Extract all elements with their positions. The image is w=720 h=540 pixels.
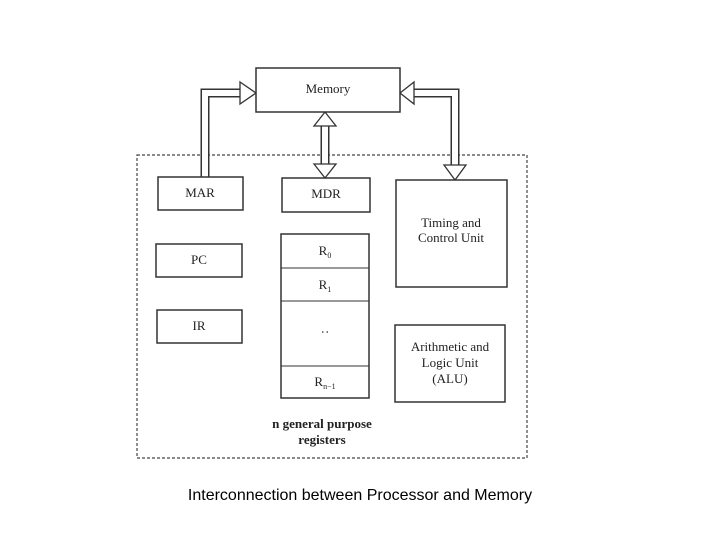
register-subscript: 1 — [327, 285, 331, 294]
alu-box — [394, 324, 506, 403]
pc-box — [155, 243, 243, 278]
register-label: R0 — [319, 243, 332, 260]
register-name: R — [319, 277, 328, 292]
memory-box — [255, 67, 401, 113]
diagram: Memory MAR MDR Timing and Control Unit P… — [136, 67, 528, 459]
alu-label: Logic Unit — [422, 355, 479, 370]
registers-caption: registers — [298, 432, 345, 447]
memory-label: Memory — [306, 81, 351, 96]
registers-caption: n general purpose — [272, 416, 372, 431]
timing-label: Timing and — [421, 215, 481, 230]
timing-box — [395, 179, 508, 288]
register-name: R — [319, 243, 328, 258]
register-name: R — [314, 374, 323, 389]
ir-box — [156, 309, 243, 344]
mdr-label: MDR — [311, 186, 341, 201]
register-label: Rn−1 — [314, 374, 335, 391]
register-label: R1 — [319, 277, 332, 294]
caption: Interconnection between Processor and Me… — [188, 487, 532, 504]
mar-box — [157, 176, 244, 211]
ir-label: IR — [193, 318, 206, 333]
arrows — [200, 80, 468, 182]
timing-label: Control Unit — [418, 230, 484, 245]
mar-label: MAR — [185, 185, 215, 200]
register-file — [280, 233, 370, 399]
mdr-box — [281, 177, 371, 213]
register-subscript: n−1 — [323, 382, 336, 391]
pc-label: PC — [191, 252, 207, 267]
alu-label: (ALU) — [432, 371, 467, 386]
register-subscript: 0 — [327, 251, 331, 260]
register-label: : — [319, 330, 334, 338]
alu-label: Arithmetic and — [411, 339, 490, 354]
processor-outline — [136, 154, 528, 459]
